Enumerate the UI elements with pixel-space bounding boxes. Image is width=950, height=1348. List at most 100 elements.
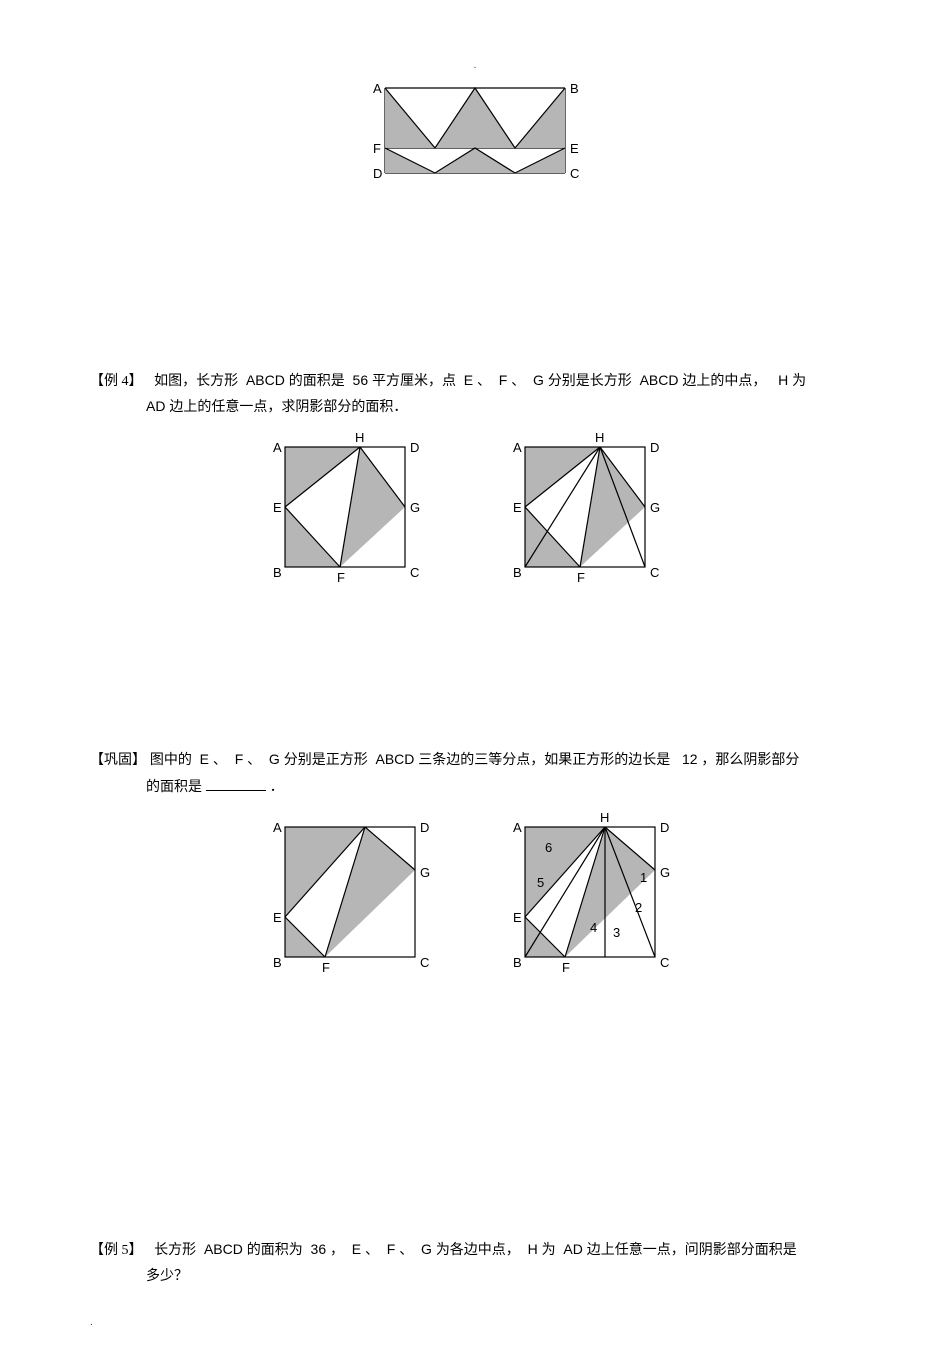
p4-l2t: 边上的任意一点，求阴影部分的面积． [169, 398, 407, 414]
p4-t1: 如图，长方形 [154, 372, 238, 388]
label-C: C [570, 166, 579, 181]
gg-G: G [269, 751, 280, 767]
p4-t5: 分别是长方形 [548, 372, 632, 388]
ggl-G: G [420, 865, 430, 880]
p5-t5: 为各边中点， [436, 1241, 520, 1257]
p4-56: 56 [353, 372, 369, 388]
p5-36: 36 [311, 1241, 327, 1257]
label-E: E [570, 141, 579, 156]
ggl-D: D [420, 820, 429, 835]
p5-l2: 多少？ [146, 1267, 188, 1283]
page: . A B F E D C 【例 4】 如图，长方形 [0, 0, 950, 1348]
p5-t2: 的面积为 [247, 1241, 303, 1257]
gg-s1: 、 [213, 751, 227, 767]
p4r-F: F [577, 570, 585, 585]
p5-t6: 为 [542, 1241, 556, 1257]
p4-E: E [464, 372, 473, 388]
header-dot: . [90, 60, 860, 70]
p4r-G: G [650, 500, 660, 515]
footer-dot: . [90, 1317, 93, 1328]
label-D: D [373, 166, 382, 181]
top-figure-svg: A B F E D C [365, 78, 585, 208]
p4-diagram-right: A H D E G B F C [505, 427, 685, 587]
p4-abcd2: ABCD [640, 372, 679, 388]
problem-4-line1: 【例 4】 如图，长方形 ABCD 的面积是 56 平方厘米，点 E 、 F 、… [90, 368, 860, 394]
p4-diagram-left: A H D E G B F C [265, 427, 445, 587]
p4-s2: 、 [511, 372, 525, 388]
gg-E: E [200, 751, 209, 767]
problem-5-label: 【例 5】 [90, 1243, 143, 1258]
p5-E: E [352, 1241, 361, 1257]
p4l-H: H [355, 430, 364, 445]
p5-H: H [528, 1241, 538, 1257]
p4-F: F [499, 372, 508, 388]
ggr-6: 6 [545, 840, 552, 855]
p4l-C: C [410, 565, 419, 580]
p5-F: F [387, 1241, 396, 1257]
gg-abcd: ABCD [375, 751, 414, 767]
p4-AD: AD [146, 398, 165, 414]
p4l-A: A [273, 440, 282, 455]
problem-5-line1: 【例 5】 长方形 ABCD 的面积为 36 ， E 、 F 、 G 为各边中点… [90, 1237, 860, 1263]
p4-G: G [533, 372, 544, 388]
problem-4-label: 【例 4】 [90, 374, 143, 389]
gg-t3: 分别是正方形 [284, 751, 368, 767]
ggr-C: C [660, 955, 669, 970]
p4r-C: C [650, 565, 659, 580]
gg-F: F [235, 751, 244, 767]
p5-abcd: ABCD [204, 1241, 243, 1257]
problem-5: 【例 5】 长方形 ABCD 的面积为 36 ， E 、 F 、 G 为各边中点… [90, 1237, 860, 1288]
gg-12: 12 [682, 751, 698, 767]
p4-abcd: ABCD [246, 372, 285, 388]
ggl-C: C [420, 955, 429, 970]
ggr-D: D [660, 820, 669, 835]
gonggu-line1: 【巩固】 图中的 E 、 F 、 G 分别是正方形 ABCD 三条边的三等分点，… [90, 747, 860, 773]
p5-t3: ， [330, 1241, 344, 1257]
label-B: B [570, 81, 579, 96]
p4r-H: H [595, 430, 604, 445]
ggr-H: H [600, 810, 609, 825]
ggr-1: 1 [640, 870, 647, 885]
gg-diagram-left: A D G E B F C [265, 807, 445, 977]
p4r-D: D [650, 440, 659, 455]
gg-s2: 、 [247, 751, 261, 767]
ggr-F: F [562, 960, 570, 975]
gg-period: ． [270, 778, 284, 794]
problem-4-line2: AD 边上的任意一点，求阴影部分的面积． [90, 394, 860, 419]
p5-G: G [421, 1241, 432, 1257]
p4l-B: B [273, 565, 282, 580]
problem-5-line2: 多少？ [90, 1263, 860, 1288]
ggr-5: 5 [537, 875, 544, 890]
ggr-B: B [513, 955, 522, 970]
p4l-E: E [273, 500, 282, 515]
problem-4: 【例 4】 如图，长方形 ABCD 的面积是 56 平方厘米，点 E 、 F 、… [90, 368, 860, 587]
ggr-2: 2 [635, 900, 642, 915]
gg-t1: 图中的 [150, 751, 192, 767]
ggr-G: G [660, 865, 670, 880]
p4-t6: 边上的中点， [682, 372, 766, 388]
ggl-F: F [322, 960, 330, 975]
p4r-E: E [513, 500, 522, 515]
gg-t5: ，那么阴影部分 [701, 751, 799, 767]
p4-t2: 的面积是 [289, 372, 345, 388]
gonggu-line2: 的面积是 ． [90, 774, 860, 799]
p5-s2: 、 [399, 1241, 413, 1257]
p4-H: H [778, 372, 788, 388]
p4-s1: 、 [477, 372, 491, 388]
label-F: F [373, 141, 381, 156]
p5-t7: 边上任意一点，问阴影部分面积是 [587, 1241, 797, 1257]
gonggu-label: 【巩固】 [90, 753, 146, 768]
problem-4-figs: A H D E G B F C A H [90, 427, 860, 587]
p4r-A: A [513, 440, 522, 455]
ggl-E: E [273, 910, 282, 925]
p4-t7: 为 [792, 372, 806, 388]
ggl-A: A [273, 820, 282, 835]
gonggu-figs: A D G E B F C A H [90, 807, 860, 977]
top-figure-row: A B F E D C [90, 78, 860, 208]
ggl-B: B [273, 955, 282, 970]
p4l-F: F [337, 570, 345, 585]
p5-t1: 长方形 [154, 1241, 196, 1257]
p5-AD: AD [563, 1241, 582, 1257]
ggr-3: 3 [613, 925, 620, 940]
p4-t3: 平方厘米，点 [372, 372, 456, 388]
